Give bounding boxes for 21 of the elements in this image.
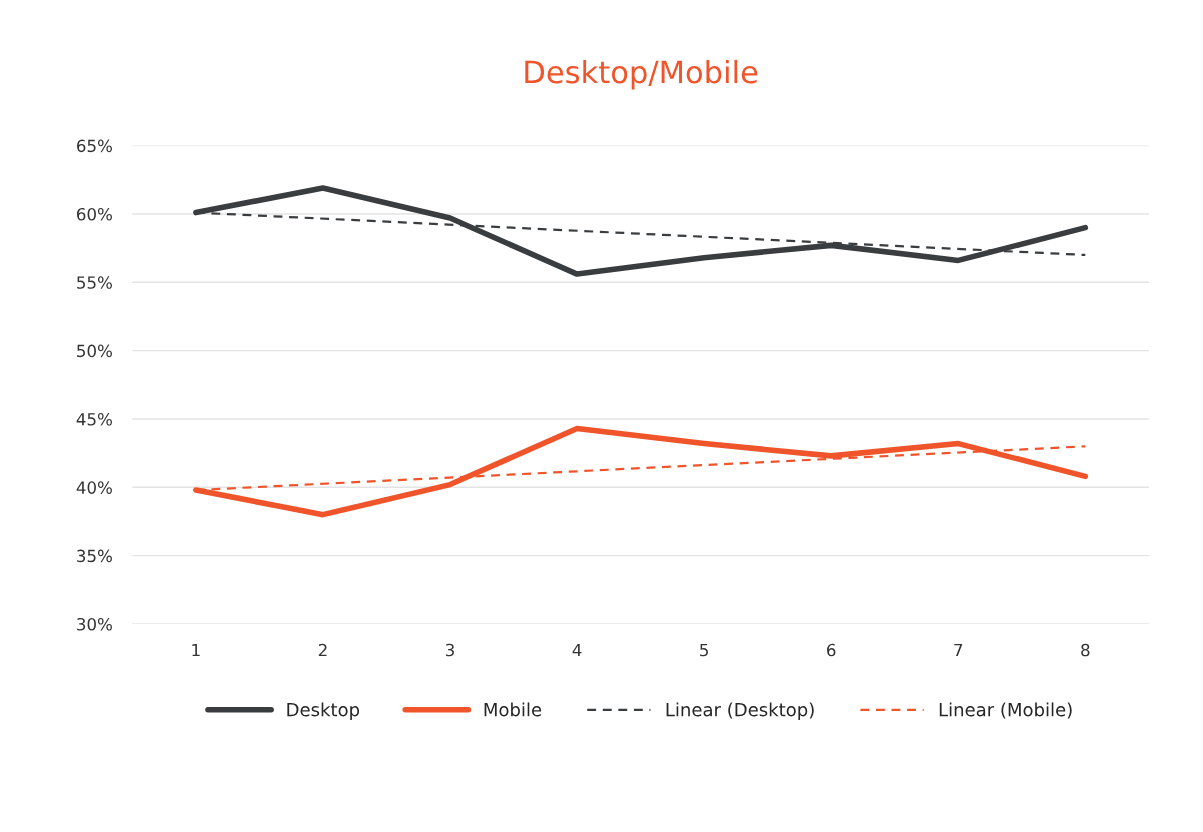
x-tick-label: 4 <box>572 643 582 657</box>
x-tick-label: 7 <box>954 643 963 657</box>
legend-label: Linear (Mobile) <box>939 702 1072 719</box>
legend-label: Mobile <box>484 702 542 717</box>
y-tick-label: 50% <box>77 344 112 358</box>
legend-label: Desktop <box>287 702 360 720</box>
x-tick-label: 3 <box>445 643 454 657</box>
y-tick-label: 55% <box>77 276 112 289</box>
x-tick-label: 8 <box>1081 643 1090 657</box>
y-tick-label: 65% <box>77 139 112 153</box>
chart-title: Desktop/Mobile <box>525 59 758 90</box>
x-tick-label: 1 <box>192 643 200 657</box>
legend-label: Linear (Desktop) <box>666 702 814 720</box>
x-tick-label: 6 <box>827 643 836 657</box>
y-tick-label: 60% <box>77 207 112 221</box>
y-tick-label: 45% <box>76 412 112 426</box>
y-tick-label: 30% <box>77 617 112 631</box>
x-tick-label: 2 <box>318 643 327 657</box>
y-tick-label: 40% <box>76 481 112 494</box>
x-tick-label: 5 <box>700 643 708 657</box>
y-tick-label: 35% <box>77 549 112 563</box>
